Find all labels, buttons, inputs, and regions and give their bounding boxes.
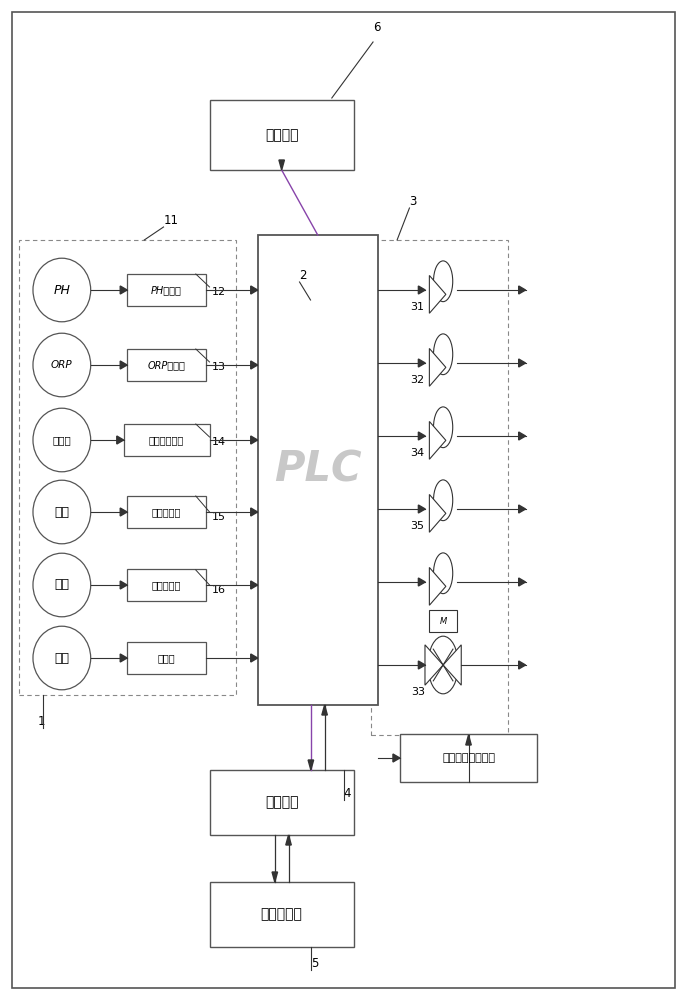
Polygon shape <box>286 835 291 845</box>
Ellipse shape <box>428 636 458 694</box>
Text: 2: 2 <box>300 269 307 282</box>
Polygon shape <box>120 508 127 516</box>
Text: 11: 11 <box>164 214 179 227</box>
Polygon shape <box>519 359 526 367</box>
Polygon shape <box>279 160 284 170</box>
Text: 电磁流量计: 电磁流量计 <box>152 580 181 590</box>
Text: 1: 1 <box>38 715 45 728</box>
Polygon shape <box>120 361 127 369</box>
Polygon shape <box>418 432 425 440</box>
Polygon shape <box>251 436 258 444</box>
Text: 16: 16 <box>212 585 225 595</box>
Text: 35: 35 <box>410 521 424 531</box>
Text: 浊度: 浊度 <box>54 506 69 518</box>
Polygon shape <box>429 421 446 459</box>
Polygon shape <box>519 661 526 669</box>
Polygon shape <box>120 654 127 662</box>
Text: 5: 5 <box>311 957 319 970</box>
Text: 14: 14 <box>212 437 226 447</box>
Bar <box>127 569 206 601</box>
Bar <box>127 349 206 381</box>
Text: 报警系统: 报警系统 <box>265 128 298 142</box>
Ellipse shape <box>33 258 91 322</box>
Text: 液位: 液位 <box>54 652 69 664</box>
Text: 远程控制端: 远程控制端 <box>261 908 302 922</box>
Polygon shape <box>519 286 526 294</box>
Polygon shape <box>393 754 400 762</box>
Ellipse shape <box>33 626 91 690</box>
Polygon shape <box>429 275 446 313</box>
Polygon shape <box>429 494 446 532</box>
Polygon shape <box>272 872 278 882</box>
Polygon shape <box>418 578 425 586</box>
Text: PLC: PLC <box>274 449 361 491</box>
Text: 15: 15 <box>212 512 225 522</box>
Bar <box>371 240 508 735</box>
Polygon shape <box>443 645 461 685</box>
Polygon shape <box>519 505 526 513</box>
Ellipse shape <box>433 334 453 375</box>
Bar <box>127 496 206 528</box>
Polygon shape <box>466 735 471 745</box>
Polygon shape <box>120 286 127 294</box>
Polygon shape <box>251 508 258 516</box>
Polygon shape <box>251 654 258 662</box>
Bar <box>210 100 354 170</box>
Polygon shape <box>418 286 425 294</box>
Polygon shape <box>429 567 446 605</box>
Text: 浊度分析仪: 浊度分析仪 <box>152 507 181 517</box>
Polygon shape <box>418 661 425 669</box>
Polygon shape <box>120 581 127 589</box>
Polygon shape <box>251 361 258 369</box>
Text: 6: 6 <box>373 21 381 34</box>
Text: PH分析仪: PH分析仪 <box>151 285 182 295</box>
Bar <box>429 610 457 632</box>
Bar <box>127 642 206 674</box>
Bar <box>210 882 354 947</box>
Text: 通信网络: 通信网络 <box>265 796 298 810</box>
Polygon shape <box>429 348 446 386</box>
Text: 4: 4 <box>344 787 351 800</box>
Bar <box>400 734 537 782</box>
Polygon shape <box>251 581 258 589</box>
Ellipse shape <box>33 333 91 397</box>
Text: 12: 12 <box>212 287 226 297</box>
Polygon shape <box>117 436 124 444</box>
Bar <box>124 424 210 456</box>
Bar <box>258 235 378 705</box>
Polygon shape <box>519 578 526 586</box>
Text: ORP: ORP <box>51 360 73 370</box>
Polygon shape <box>425 645 443 685</box>
Text: 31: 31 <box>410 302 424 312</box>
Polygon shape <box>418 359 425 367</box>
Ellipse shape <box>33 480 91 544</box>
Text: 3: 3 <box>409 195 416 208</box>
Text: ORP分析仪: ORP分析仪 <box>148 360 185 370</box>
Bar <box>210 770 354 835</box>
Polygon shape <box>322 705 328 715</box>
Ellipse shape <box>433 261 453 302</box>
Polygon shape <box>308 760 313 770</box>
Text: 电导率: 电导率 <box>52 435 71 445</box>
Ellipse shape <box>433 553 453 594</box>
Polygon shape <box>251 286 258 294</box>
Text: 13: 13 <box>212 362 225 372</box>
Text: 就地控制（手动）: 就地控制（手动） <box>442 753 495 763</box>
Polygon shape <box>418 505 425 513</box>
Text: 流量: 流量 <box>54 578 69 591</box>
Text: 33: 33 <box>412 687 425 697</box>
Text: PH: PH <box>54 284 70 296</box>
Text: 液位计: 液位计 <box>158 653 175 663</box>
Polygon shape <box>519 432 526 440</box>
Ellipse shape <box>433 407 453 448</box>
Bar <box>19 240 236 695</box>
Text: M: M <box>440 617 447 626</box>
Bar <box>127 274 206 306</box>
Text: 电导率分析仪: 电导率分析仪 <box>149 435 184 445</box>
Ellipse shape <box>33 408 91 472</box>
Ellipse shape <box>33 553 91 617</box>
Ellipse shape <box>433 480 453 521</box>
Text: 34: 34 <box>409 448 424 458</box>
Text: 32: 32 <box>409 375 424 385</box>
